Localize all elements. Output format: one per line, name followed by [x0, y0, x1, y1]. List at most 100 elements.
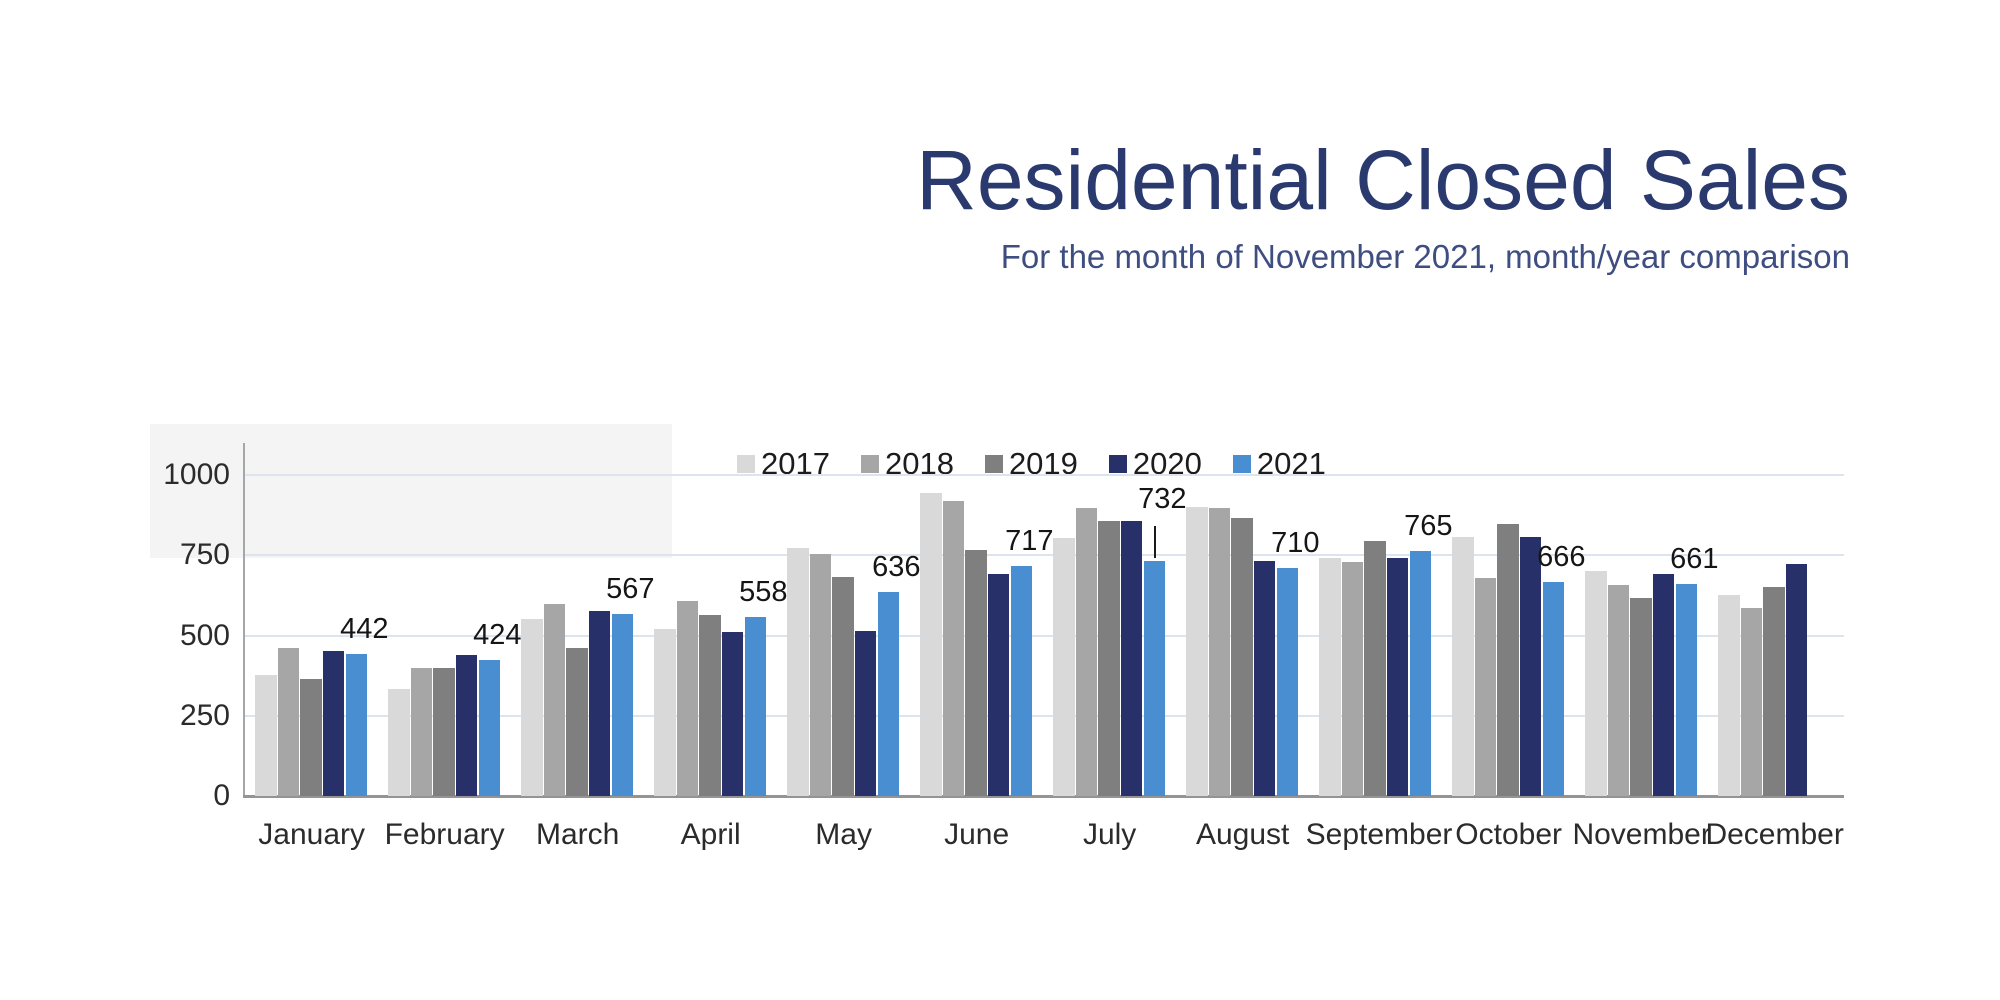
bar-december-2019: [1763, 587, 1785, 796]
gridline-y-250: [245, 714, 1844, 717]
x-axis-label-september: September: [1305, 818, 1453, 851]
data-label-october: 666: [1537, 541, 1586, 574]
x-axis-label-august: August: [1195, 818, 1290, 851]
bar-april-2020: [721, 632, 744, 796]
bar-april-2021: [744, 616, 767, 796]
bar-april-2019: [699, 615, 721, 796]
y-axis-tick-label: 750: [179, 538, 230, 572]
bar-october-2018: [1474, 578, 1497, 796]
bar-june-2020: [987, 574, 1010, 796]
data-label-may: 636: [872, 550, 921, 583]
bar-august-2019: [1231, 517, 1253, 796]
bar-january-2020: [322, 650, 345, 796]
data-label-march: 567: [606, 573, 655, 606]
bar-august-2020: [1253, 560, 1276, 796]
bar-september-2019: [1364, 540, 1386, 796]
bar-september-2018: [1341, 561, 1364, 796]
bar-december-2018: [1740, 608, 1763, 796]
bar-february-2020: [455, 654, 478, 796]
y-axis-tick-label: 1000: [163, 458, 230, 492]
bar-february-2021: [478, 659, 501, 796]
x-axis-line: [243, 795, 1844, 798]
bar-august-2017: [1186, 507, 1208, 796]
bar-june-2021: [1010, 565, 1033, 796]
data-label-june: 717: [1005, 524, 1054, 557]
gridline-y-500: [245, 634, 1844, 637]
bar-july-2020: [1120, 520, 1143, 796]
bar-november-2017: [1585, 570, 1607, 796]
page-title: Residential Closed Sales: [916, 133, 1850, 227]
bar-october-2017: [1452, 537, 1474, 796]
bar-june-2018: [942, 500, 965, 796]
bar-march-2018: [543, 604, 566, 796]
bar-january-2019: [300, 678, 322, 796]
legend-label-2020: 2020: [1132, 446, 1202, 481]
bar-march-2019: [566, 648, 588, 796]
x-axis-label-october: October: [1455, 818, 1562, 851]
data-label-august: 710: [1271, 527, 1320, 560]
data-label-july: 732: [1138, 483, 1187, 516]
legend-label-2018: 2018: [884, 446, 954, 481]
bar-october-2020: [1519, 537, 1542, 796]
x-axis-label-november: November: [1572, 818, 1711, 851]
legend-swatch-2021: [1232, 455, 1251, 473]
bar-march-2021: [611, 614, 634, 796]
bar-november-2019: [1630, 598, 1652, 796]
bar-may-2021: [877, 591, 900, 796]
bar-august-2018: [1208, 507, 1231, 796]
bar-may-2020: [854, 631, 877, 796]
bar-july-2021: [1143, 561, 1166, 796]
bar-april-2018: [676, 601, 699, 796]
data-label-november: 661: [1670, 542, 1719, 575]
background-shade-panel: [150, 424, 672, 558]
gridline-y-1000: [245, 474, 1844, 477]
bar-june-2017: [920, 493, 942, 796]
bar-may-2018: [809, 554, 832, 796]
bar-march-2017: [521, 618, 543, 796]
legend-swatch-2017: [737, 455, 755, 473]
x-axis-label-december: December: [1705, 818, 1844, 851]
y-axis-tick-label: 250: [179, 698, 230, 732]
bar-september-2021: [1409, 550, 1432, 796]
legend-label-2021: 2021: [1256, 446, 1326, 481]
bar-december-2020: [1785, 564, 1808, 796]
page-subtitle: For the month of November 2021, month/ye…: [1000, 238, 1850, 275]
bar-january-2021: [345, 654, 368, 796]
legend-item-2021: 2021: [1232, 446, 1326, 482]
chart-legend: 2017 2018 2019 2020 2021: [737, 446, 1326, 482]
bar-august-2021: [1276, 568, 1299, 796]
bar-november-2018: [1607, 585, 1630, 796]
x-axis-label-june: June: [944, 818, 1010, 851]
legend-item-2018: 2018: [860, 446, 954, 482]
x-axis-label-february: February: [384, 818, 505, 851]
bar-april-2017: [654, 629, 676, 796]
bar-january-2018: [277, 648, 300, 796]
legend-swatch-2018: [860, 455, 879, 473]
legend-item-2020: 2020: [1108, 446, 1202, 482]
bar-july-2018: [1075, 507, 1098, 796]
bar-november-2021: [1675, 583, 1698, 796]
data-label-february: 424: [473, 618, 522, 651]
bar-september-2017: [1319, 557, 1341, 796]
bar-february-2017: [388, 688, 410, 796]
data-label-september: 765: [1404, 509, 1453, 542]
y-axis-line: [243, 443, 245, 798]
bar-november-2020: [1652, 574, 1675, 796]
data-label-january: 442: [340, 613, 389, 646]
x-axis-label-april: April: [680, 818, 741, 851]
bar-march-2020: [588, 611, 611, 796]
legend-swatch-2020: [1108, 455, 1127, 473]
bar-january-2017: [255, 674, 277, 796]
legend-swatch-2019: [984, 455, 1003, 473]
gridline-y-750: [245, 554, 1844, 557]
bar-october-2021: [1542, 582, 1565, 796]
x-axis-label-march: March: [535, 818, 620, 851]
bar-july-2019: [1098, 520, 1120, 796]
x-axis-label-july: July: [1082, 818, 1137, 851]
bar-may-2017: [787, 548, 809, 796]
bar-february-2019: [433, 668, 455, 796]
bar-october-2019: [1497, 523, 1519, 796]
legend-label-2019: 2019: [1008, 446, 1078, 481]
